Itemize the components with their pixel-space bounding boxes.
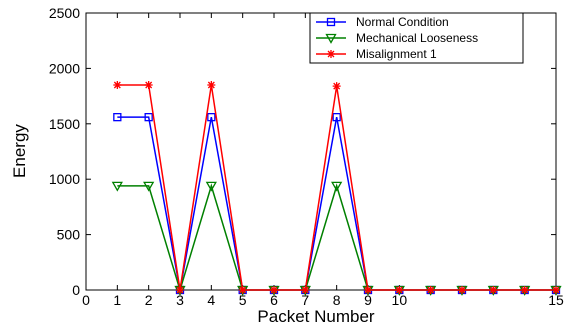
y-tick-label: 0 <box>72 282 80 298</box>
x-tick-label: 0 <box>82 292 90 308</box>
data-point <box>427 286 435 294</box>
data-point <box>207 81 215 89</box>
data-point <box>113 81 121 89</box>
data-point <box>395 286 403 294</box>
legend-label: Misalignment 1 <box>356 47 437 61</box>
legend-label: Mechanical Looseness <box>356 31 478 45</box>
data-point <box>145 81 153 89</box>
data-point <box>239 286 247 294</box>
y-tick-label: 500 <box>57 227 81 243</box>
data-point <box>176 286 184 294</box>
data-point <box>301 286 309 294</box>
x-tick-label: 4 <box>207 292 215 308</box>
data-point <box>521 286 529 294</box>
x-tick-label: 2 <box>145 292 153 308</box>
data-point <box>458 286 466 294</box>
y-tick-label: 2500 <box>49 5 80 21</box>
y-tick-label: 1000 <box>49 171 80 187</box>
y-axis-title: Energy <box>10 124 29 178</box>
data-point <box>333 82 341 90</box>
data-point <box>270 286 278 294</box>
x-tick-label: 1 <box>113 292 121 308</box>
data-point <box>364 286 372 294</box>
x-tick-label: 8 <box>333 292 341 308</box>
data-point <box>489 286 497 294</box>
legend-marker <box>327 50 335 58</box>
legend: Normal Condition Mechanical Looseness Misa… <box>310 13 523 63</box>
legend-label: Normal Condition <box>356 15 449 29</box>
data-point <box>552 286 560 294</box>
x-axis-title: Packet Number <box>257 307 374 326</box>
y-tick-label: 1500 <box>49 116 80 132</box>
y-tick-label: 2000 <box>49 60 80 76</box>
